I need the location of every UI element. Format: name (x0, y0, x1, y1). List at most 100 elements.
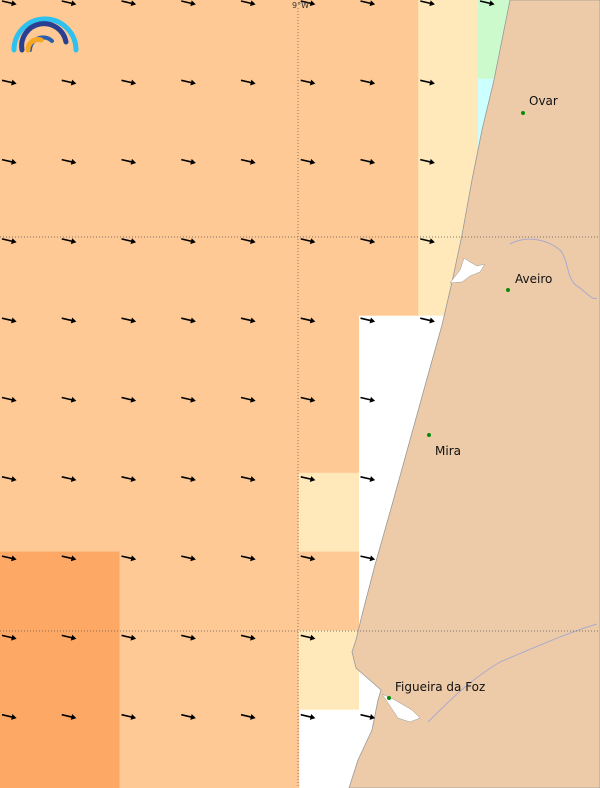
wind-direction-arrow-icon (300, 396, 316, 403)
data-cell (59, 709, 120, 788)
data-cell (298, 315, 359, 395)
data-cell (179, 472, 240, 553)
wind-direction-arrow-icon (360, 476, 376, 482)
data-cell (59, 630, 120, 710)
wind-direction-arrow-icon (300, 238, 316, 245)
data-cell (239, 472, 300, 553)
data-cell (298, 630, 359, 710)
data-cell (179, 551, 240, 631)
wind-direction-arrow-icon (240, 634, 256, 641)
data-cell (59, 0, 120, 80)
wind-direction-arrow-icon (1, 79, 17, 86)
lagoon (449, 257, 486, 284)
wind-direction-arrow-icon (420, 317, 435, 324)
wind-direction-arrow-icon (300, 634, 316, 641)
wind-direction-arrow-icon (121, 238, 137, 245)
city-dot-icon (506, 288, 510, 292)
data-cell (298, 78, 359, 159)
wind-direction-arrow-icon (181, 555, 196, 562)
wind-direction-arrow-icon (360, 713, 376, 720)
wind-direction-arrow-icon (1, 713, 17, 720)
wind-direction-arrow-icon (181, 158, 196, 165)
data-cell (0, 630, 61, 710)
wind-direction-arrow-icon (121, 396, 137, 403)
data-cell (239, 236, 300, 316)
data-cell (59, 551, 120, 631)
wind-direction-arrow-icon (360, 158, 376, 165)
wind-direction-arrow-icon (240, 0, 256, 7)
river (427, 623, 598, 723)
wind-direction-arrow-icon (360, 238, 376, 245)
data-cell (119, 709, 180, 788)
data-cell (0, 157, 61, 237)
wind-direction-arrow-icon (240, 555, 256, 562)
city-label-aveiro: Aveiro (515, 272, 553, 286)
data-cell (119, 551, 180, 631)
wind-direction-arrow-icon (1, 158, 17, 165)
data-cell (119, 630, 180, 710)
wind-direction-arrow-icon (61, 79, 77, 86)
land-mass (348, 0, 600, 788)
wind-direction-arrow-icon (1, 555, 17, 562)
data-cell (239, 78, 300, 159)
city-dot-icon (521, 111, 525, 115)
data-cell (298, 551, 359, 631)
wind-direction-arrow-icon (300, 79, 316, 86)
data-cell (0, 78, 61, 159)
data-cell (298, 157, 359, 237)
wind-direction-arrow-icon (360, 317, 376, 324)
wind-direction-arrow-icon (181, 79, 196, 86)
wind-direction-arrow-icon (360, 79, 376, 86)
city-dot-icon (427, 433, 431, 437)
rainbow-arcs-logo-icon (11, 16, 79, 53)
wind-direction-arrow-icon (479, 0, 495, 7)
wind-direction-arrow-icon (300, 317, 316, 324)
data-cell (239, 630, 300, 710)
data-cell (119, 394, 180, 474)
data-cell (59, 394, 120, 474)
city-label-figueira-da-foz: Figueira da Foz (395, 680, 486, 694)
data-cell (59, 78, 120, 159)
wind-direction-arrow-icon (240, 79, 256, 86)
data-cell (358, 157, 419, 237)
wind-direction-arrow-icon (181, 476, 196, 482)
data-cell (298, 472, 359, 553)
longitude-label: 9°W (292, 1, 309, 10)
data-cell (179, 315, 240, 395)
wind-direction-arrow-icon (360, 396, 376, 403)
data-cell (119, 157, 180, 237)
city-label-mira: Mira (435, 444, 461, 458)
wind-direction-arrow-icon (360, 555, 376, 562)
wind-direction-arrow-icon (240, 238, 256, 245)
data-cell (119, 472, 180, 553)
wind-direction-arrow-icon (1, 0, 17, 7)
data-cell (179, 630, 240, 710)
data-cell (119, 236, 180, 316)
data-cell (0, 315, 61, 395)
data-cell (298, 394, 359, 474)
data-cell (239, 394, 300, 474)
wind-direction-arrow-icon (181, 396, 196, 403)
data-cell (0, 236, 61, 316)
wind-direction-arrow-icon (1, 634, 17, 641)
wind-direction-arrow-icon (61, 713, 77, 720)
wind-direction-arrow-icon (61, 158, 77, 165)
data-cell (298, 236, 359, 316)
data-cell (418, 78, 479, 159)
data-cell (239, 0, 300, 80)
data-cell (0, 551, 61, 631)
data-cell (179, 709, 240, 788)
wind-direction-arrow-icon (240, 396, 256, 403)
wind-direction-arrow-icon (61, 634, 77, 641)
wind-direction-arrow-icon (420, 79, 435, 86)
data-cell (179, 236, 240, 316)
wind-direction-arrow-icon (420, 158, 435, 165)
data-cell (179, 0, 240, 80)
wind-direction-arrow-icon (121, 317, 137, 324)
wind-direction-arrow-icon (121, 476, 137, 482)
wind-direction-arrow-icon (1, 238, 17, 245)
data-cell (239, 709, 300, 788)
wind-direction-arrow-icon (300, 158, 316, 165)
data-cell (358, 236, 419, 316)
